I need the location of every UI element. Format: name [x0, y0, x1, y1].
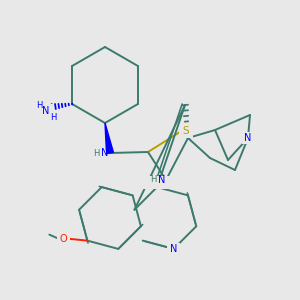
Polygon shape	[105, 123, 113, 154]
FancyBboxPatch shape	[57, 232, 70, 244]
Text: O: O	[60, 234, 67, 244]
Text: N: N	[158, 175, 166, 185]
Text: N: N	[244, 133, 252, 143]
Text: N: N	[170, 244, 177, 254]
Text: S: S	[183, 126, 189, 136]
FancyBboxPatch shape	[30, 104, 54, 126]
FancyBboxPatch shape	[167, 243, 180, 255]
Text: N: N	[42, 106, 50, 116]
FancyBboxPatch shape	[179, 126, 193, 138]
Text: H: H	[150, 176, 156, 184]
Text: H: H	[36, 100, 42, 109]
Text: N: N	[101, 148, 109, 158]
FancyBboxPatch shape	[78, 151, 106, 165]
FancyBboxPatch shape	[142, 176, 170, 188]
Text: H: H	[93, 148, 99, 158]
FancyBboxPatch shape	[242, 132, 254, 144]
Text: H: H	[50, 112, 56, 122]
